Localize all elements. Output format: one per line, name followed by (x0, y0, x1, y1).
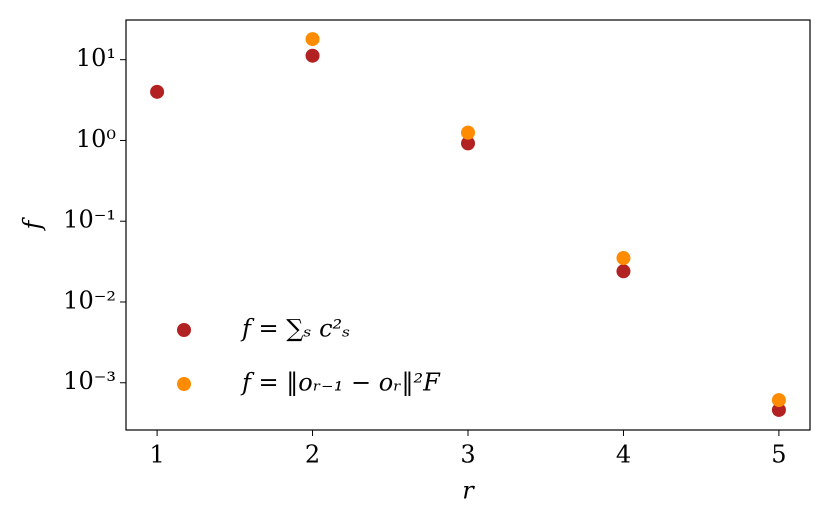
y-tick-label: 10⁻² (63, 286, 116, 314)
y-tick-label: 10¹ (76, 44, 116, 72)
y-axis-label: f (19, 216, 47, 231)
x-tick-label: 2 (305, 441, 320, 469)
y-tick-label: 10⁻³ (63, 367, 116, 395)
y-tick-label: 10⁰ (76, 125, 116, 153)
legend-marker (177, 377, 191, 391)
point (461, 125, 475, 140)
point (616, 251, 631, 266)
x-axis-label: r (462, 477, 475, 505)
x-tick-label: 1 (149, 441, 164, 469)
point (461, 136, 475, 151)
legend-label: f = ‖oᵣ₋₁ − oᵣ‖²F (240, 369, 441, 398)
point (771, 402, 786, 417)
point (305, 32, 320, 47)
point (616, 264, 631, 279)
point (150, 84, 165, 99)
x-tick-label: 5 (771, 441, 786, 469)
legend-label: f = ∑ₛ c²ₛ (240, 315, 350, 343)
plot-frame (125, 19, 811, 431)
legend-marker (177, 323, 191, 337)
point (771, 393, 786, 408)
x-tick-label: 4 (616, 441, 631, 469)
y-tick-label: 10⁻¹ (63, 206, 116, 234)
point (305, 48, 320, 63)
x-tick-label: 3 (460, 441, 475, 469)
